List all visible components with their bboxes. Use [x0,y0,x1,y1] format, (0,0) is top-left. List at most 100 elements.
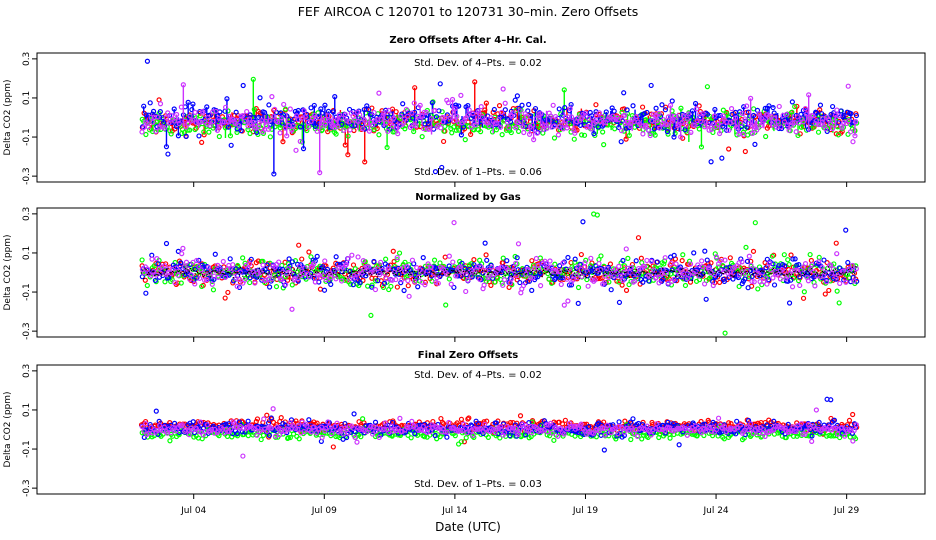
reference-point [467,271,469,273]
data-point [446,276,452,282]
reference-point [425,272,428,274]
reference-point [159,272,162,275]
reference-point [530,271,533,273]
data-point [513,260,519,266]
reference-point [167,268,169,270]
data-point [233,276,239,282]
data-point [656,280,662,286]
data-point [216,133,222,140]
reference-point [245,275,248,277]
reference-point [281,270,283,273]
reference-point [725,271,727,274]
data-point [222,274,229,280]
reference-point [256,272,258,274]
data-point [504,258,510,264]
data-point [748,262,754,269]
data-point [461,118,468,124]
reference-point [670,269,672,271]
data-point [615,117,622,123]
reference-point [545,267,547,270]
reference-point [697,271,700,273]
reference-point [242,275,244,277]
data-point [664,129,671,135]
data-point [322,116,328,123]
reference-point [518,272,521,274]
data-point [699,258,705,264]
reference-point [208,272,211,275]
reference-point [575,269,577,271]
data-point [215,274,221,280]
data-point [157,114,163,120]
data-point [511,267,517,273]
reference-point [606,272,608,274]
reference-point [839,273,841,275]
data-point [175,248,181,254]
data-point [369,282,375,288]
data-point [493,127,500,133]
data-point [515,128,522,134]
reference-point [342,272,344,275]
data-point [789,109,795,115]
reference-point [823,271,825,273]
data-point [377,272,383,278]
data-point [339,115,345,121]
data-point [207,270,213,276]
data-point [654,259,660,265]
data-point [301,108,307,114]
data-point [246,261,253,267]
reference-point [619,268,621,271]
reference-point [804,273,806,276]
data-point [346,119,352,125]
data-point [538,111,544,117]
data-point [736,283,742,290]
data-point [175,118,181,124]
data-point [205,264,212,270]
reference-point [220,270,222,272]
reference-point [142,269,144,271]
data-point [721,116,727,122]
reference-point [312,275,314,277]
data-point [228,265,234,271]
data-point [333,276,339,282]
data-point [470,111,476,117]
reference-point [204,275,206,277]
data-point [247,130,253,137]
data-point [621,263,628,269]
reference-point [349,271,351,274]
reference-point [561,270,564,272]
reference-point [817,273,819,275]
data-point [278,276,285,283]
reference-point [249,271,251,273]
data-point [371,109,377,116]
data-point [525,267,531,273]
reference-point [446,268,448,271]
data-point [320,264,326,270]
reference-point [709,271,711,273]
reference-marks [140,265,857,282]
data-point [822,291,828,297]
data-point [428,264,434,270]
data-point [178,280,184,286]
data-point [432,169,439,175]
data-point [695,262,701,268]
reference-point [799,274,801,276]
data-point [481,419,487,425]
reference-point [280,271,282,274]
reference-point [441,271,443,273]
data-point [148,114,154,120]
reference-point [639,273,641,275]
reference-point [549,273,552,275]
reference-point [645,272,647,274]
data-point [833,276,839,282]
data-point [817,102,824,108]
reference-point [269,273,271,275]
reference-point [757,275,759,277]
reference-point [528,270,530,272]
reference-point [294,272,296,274]
data-point [589,113,595,119]
reference-point [247,272,249,274]
data-point [567,266,573,273]
reference-point [569,274,571,276]
data-point [199,139,205,146]
reference-point [181,273,183,275]
